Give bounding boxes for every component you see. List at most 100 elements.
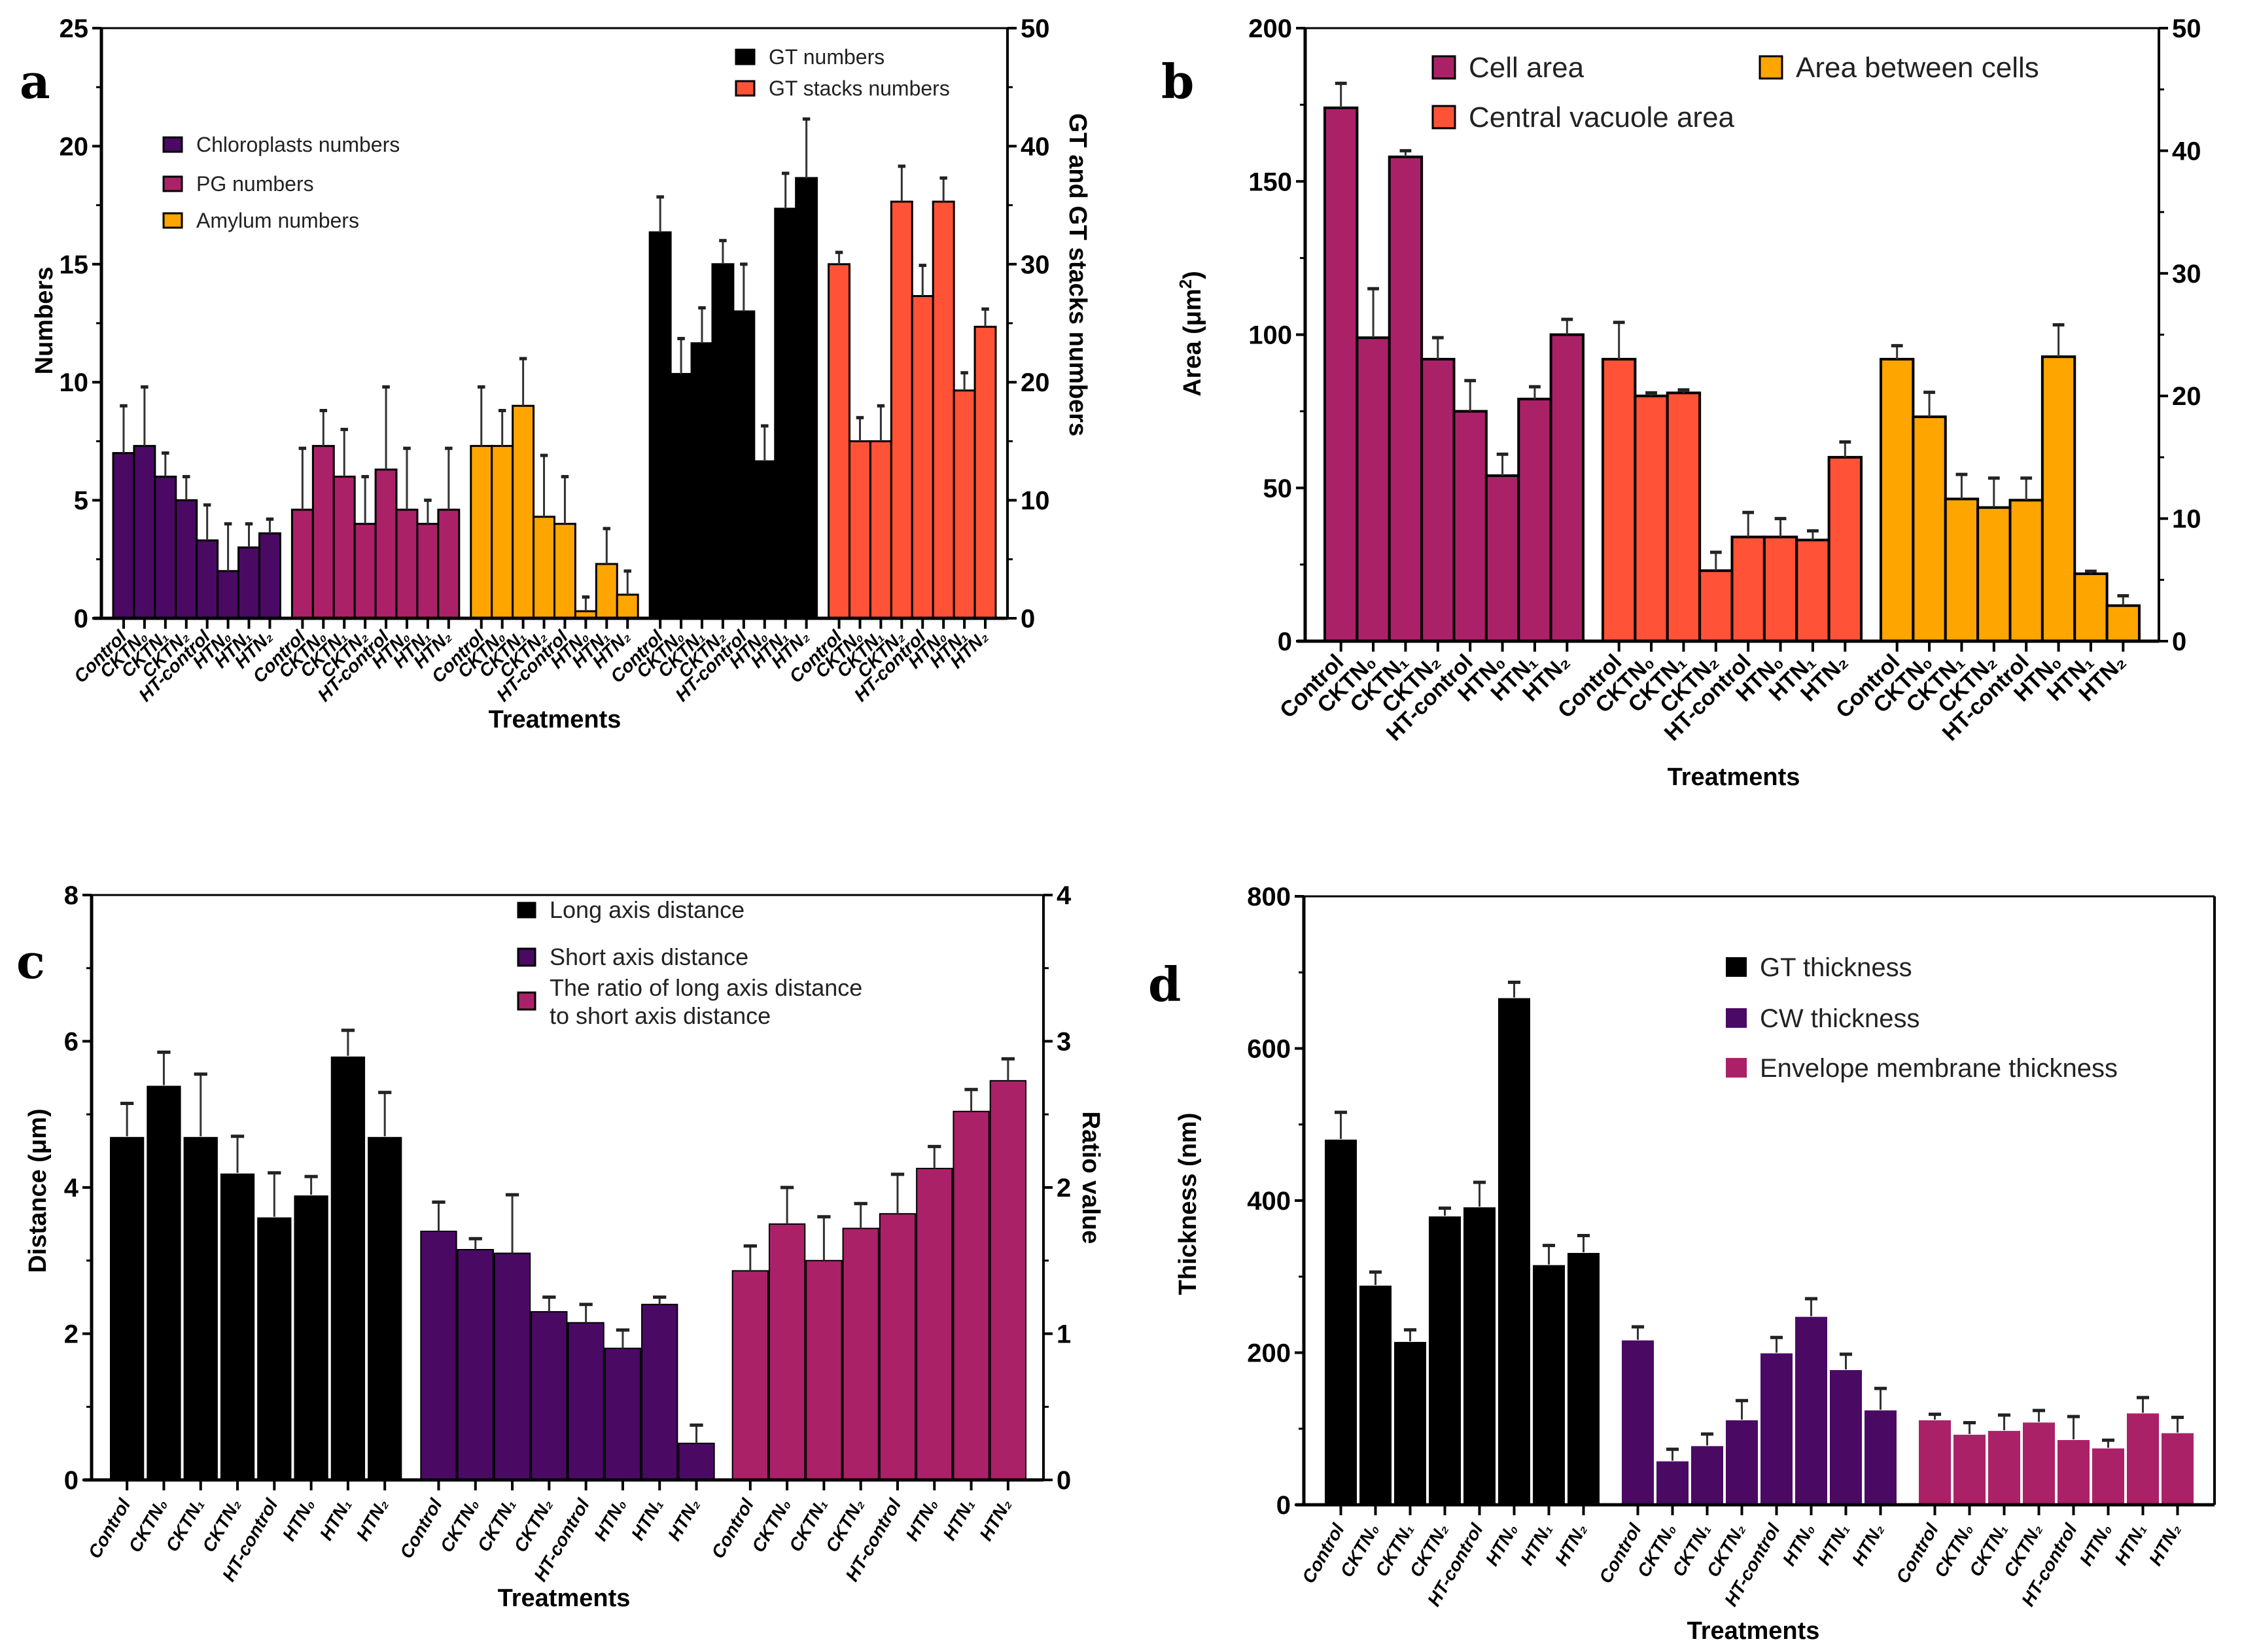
bar-a-s0-c2 bbox=[154, 476, 177, 620]
bar-c-s2-c1 bbox=[768, 1223, 806, 1481]
bar-a-s1-c7 bbox=[437, 508, 461, 620]
svg-text:Chloroplasts numbers: Chloroplasts numbers bbox=[196, 133, 400, 156]
bar-d-s0-c2 bbox=[1393, 1341, 1427, 1505]
category-label: HTN₁ bbox=[1516, 1520, 1556, 1569]
bar-d-s2-c2 bbox=[1987, 1430, 2022, 1505]
svg-text:Central vacuole area: Central vacuole area bbox=[1469, 101, 1735, 133]
bar-a-s3-c4 bbox=[732, 310, 756, 620]
category-label: HTN₀ bbox=[1779, 1520, 1819, 1570]
right-tick-label: 30 bbox=[2172, 260, 2201, 289]
legend-item-cell-area: Cell area bbox=[1431, 52, 1585, 84]
bar-c-s0-c2 bbox=[182, 1135, 219, 1481]
bar-b-s2-c4 bbox=[2008, 499, 2044, 642]
category-label: HTN₁ bbox=[939, 1496, 979, 1544]
bar-b-s1-c0 bbox=[1602, 357, 1637, 642]
left-axis-ticks-a: 0 5 10 15 20 25 bbox=[60, 14, 101, 633]
bar-b-s2-c1 bbox=[1912, 415, 1947, 642]
right-tick-label: 40 bbox=[1021, 132, 1050, 161]
right-tick-label: 20 bbox=[1021, 368, 1050, 397]
y-axis-right-title-c: Ratio value bbox=[1077, 1112, 1104, 1244]
y-axis-title-a: Numbers bbox=[31, 267, 58, 375]
svg-text:Long axis distance: Long axis distance bbox=[550, 896, 744, 923]
bar-b-s0-c0 bbox=[1323, 106, 1359, 642]
bar-d-s1-c3 bbox=[1725, 1418, 1759, 1506]
bar-a-s3-c3 bbox=[711, 263, 735, 620]
bar-a-s4-c7 bbox=[973, 325, 997, 620]
bar-a-s2-c3 bbox=[533, 516, 556, 620]
right-tick-label: 30 bbox=[1021, 251, 1050, 279]
bar-a-s1-c2 bbox=[332, 476, 356, 620]
bar-b-s1-c6 bbox=[1795, 538, 1830, 643]
bar-c-s2-c3 bbox=[842, 1227, 879, 1481]
bar-c-s2-c7 bbox=[989, 1080, 1027, 1481]
bars-c bbox=[109, 1028, 1027, 1481]
bar-a-s4-c0 bbox=[828, 263, 851, 620]
category-label: HTN₂ bbox=[664, 1496, 704, 1545]
legend-item-area-between: Area between cells bbox=[1759, 52, 2039, 84]
bar-c-s1-c7 bbox=[678, 1443, 715, 1481]
bar-b-s2-c0 bbox=[1880, 357, 1915, 642]
right-tick-label: 10 bbox=[1021, 487, 1050, 516]
left-axis-ticks-d: 0 200 400 600 800 bbox=[1247, 883, 1304, 1520]
right-tick-label: 20 bbox=[2172, 382, 2201, 411]
legend-item-gt-numbers: GT numbers bbox=[735, 45, 884, 69]
left-tick-label: 0 bbox=[64, 1466, 79, 1495]
svg-text:PG numbers: PG numbers bbox=[196, 172, 314, 196]
right-tick-label: 50 bbox=[1021, 14, 1050, 43]
bar-c-s0-c4 bbox=[256, 1216, 293, 1481]
left-tick-label: 400 bbox=[1247, 1187, 1291, 1216]
y-axis-title-c: Distance (μm) bbox=[24, 1108, 52, 1273]
bar-d-s0-c7 bbox=[1566, 1252, 1601, 1506]
panel-a: a 0 5 10 15 20 25 0 10 20 30 40 50 ControlCKTN₀CKT… bbox=[20, 14, 1091, 733]
left-tick-label: 2 bbox=[64, 1320, 79, 1349]
x-axis-title-d: Treatments bbox=[1687, 1617, 1820, 1645]
category-label: Control bbox=[396, 1494, 446, 1562]
bar-b-s0-c1 bbox=[1356, 336, 1391, 642]
bar-d-s0-c0 bbox=[1323, 1138, 1358, 1505]
legend-item-short-axis: Short axis distance bbox=[517, 943, 748, 970]
right-tick-label: 40 bbox=[2172, 137, 2201, 166]
bar-b-s1-c2 bbox=[1666, 391, 1702, 642]
bar-d-s1-c6 bbox=[1829, 1369, 1863, 1505]
bar-a-s2-c1 bbox=[491, 445, 514, 620]
bar-b-s1-c1 bbox=[1634, 395, 1669, 642]
bar-a-s0-c1 bbox=[133, 445, 156, 620]
bar-b-s0-c2 bbox=[1388, 155, 1424, 642]
bar-a-s0-c3 bbox=[175, 499, 198, 620]
panel-b: b 0 50 100 150 200 0 10 20 30 40 50 ControlCKTN₀C… bbox=[1161, 14, 2201, 791]
category-label: Control bbox=[1595, 1519, 1645, 1587]
left-tick-label: 50 bbox=[1263, 474, 1293, 503]
bar-c-s1-c2 bbox=[493, 1252, 531, 1481]
category-label: HTN₁ bbox=[316, 1496, 356, 1544]
bar-b-s1-c5 bbox=[1762, 535, 1798, 643]
right-tick-label: 3 bbox=[1057, 1028, 1071, 1057]
legend-item-envelope-thickness: Envelope membrane thickness bbox=[1726, 1054, 2118, 1083]
svg-text:Envelope membrane thickness: Envelope membrane thickness bbox=[1760, 1054, 2118, 1083]
category-labels-d: ControlCKTN₀CKTN₁CKTN₂HT-controlHTN₀HTN₁… bbox=[1298, 1505, 2185, 1609]
svg-text:Amylum numbers: Amylum numbers bbox=[196, 209, 359, 232]
category-label: HTN₂ bbox=[1848, 1520, 1888, 1570]
bar-b-s0-c3 bbox=[1420, 357, 1456, 642]
category-label: Control bbox=[1298, 1519, 1348, 1587]
bar-a-s1-c3 bbox=[353, 523, 377, 620]
left-tick-label: 4 bbox=[64, 1174, 79, 1203]
bar-d-s2-c4 bbox=[2056, 1439, 2091, 1505]
panel-c: c 0 2 4 6 8 0 1 2 3 4 ControlCKTN₀CKTN₁CKTN₂HT-c… bbox=[16, 881, 1104, 1612]
right-tick-label: 0 bbox=[1021, 605, 1035, 633]
bar-b-s0-c6 bbox=[1517, 397, 1552, 642]
category-label: HTN₀ bbox=[2076, 1520, 2116, 1570]
bar-c-s2-c4 bbox=[879, 1213, 917, 1481]
right-tick-label: 0 bbox=[1057, 1466, 1071, 1495]
category-label: HTN₁ bbox=[1813, 1520, 1853, 1569]
right-tick-label: 1 bbox=[1057, 1320, 1071, 1349]
bar-b-s0-c4 bbox=[1452, 410, 1488, 642]
left-tick-label: 15 bbox=[60, 251, 89, 279]
bar-c-s1-c3 bbox=[531, 1310, 568, 1481]
bar-a-s2-c0 bbox=[470, 445, 493, 620]
bar-d-s2-c0 bbox=[1918, 1418, 1952, 1506]
bar-c-s2-c2 bbox=[805, 1259, 843, 1481]
category-label: Control bbox=[1892, 1519, 1942, 1587]
left-axis-ticks-c: 0 2 4 6 8 bbox=[64, 881, 92, 1495]
bar-b-s2-c2 bbox=[1944, 497, 1980, 643]
bar-c-s1-c0 bbox=[420, 1231, 457, 1481]
